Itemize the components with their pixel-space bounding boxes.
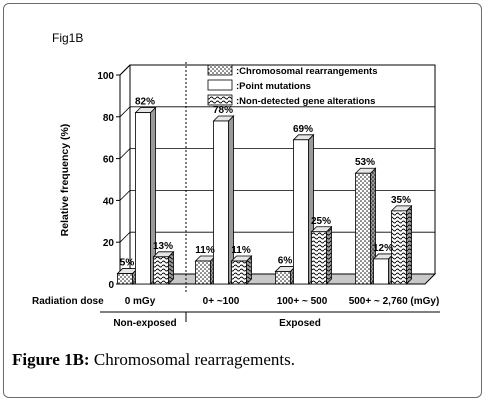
- bar-face: [373, 258, 389, 285]
- x-category-label: 500+ ~ 2,760 (mGy): [349, 296, 440, 307]
- legend-swatch: [207, 79, 233, 91]
- bar: [116, 267, 139, 285]
- x-category-label: 0 mGy: [125, 296, 156, 307]
- y-axis-ticks: 0 20 40 60 80 100: [97, 71, 120, 291]
- bar: [372, 252, 395, 285]
- data-label: 69%: [293, 124, 313, 135]
- legend-label: :Chromosomal rearrangements: [236, 66, 377, 77]
- bar-face: [213, 120, 229, 285]
- bar-face: [117, 273, 133, 285]
- bar-side: [228, 115, 234, 285]
- data-label: 53%: [355, 157, 375, 168]
- bar-chart: Fig1B 0 20 40 60 80 100 5% 82% 13% 11% 78% 11% 6% 69…: [32, 31, 440, 329]
- bar: [230, 255, 253, 285]
- x-axis-categories: 0 mGy 0+ ~100 100+ ~ 500 500+ ~ 2,760 (mGy): [125, 296, 440, 307]
- x-axis-row-label: Radiation dose: [32, 296, 104, 307]
- bar-face: [153, 256, 169, 285]
- legend-swatch: [207, 64, 233, 76]
- bar-face: [135, 112, 151, 285]
- bar-face: [355, 172, 371, 285]
- grid-line-slant: [119, 64, 131, 76]
- bar-face: [311, 231, 327, 285]
- data-label: 13%: [153, 241, 173, 252]
- bar: [310, 225, 333, 285]
- figure-frame: [3, 3, 482, 398]
- bar-face: [391, 210, 407, 285]
- legend: :Chromosomal rearrangements :Point mutati…: [207, 64, 377, 107]
- bars: [116, 106, 413, 285]
- grid-line-slant: [119, 190, 131, 201]
- bar-face: [195, 260, 211, 285]
- grid-line-slant: [119, 231, 131, 243]
- legend-swatch: [207, 94, 233, 106]
- legend-label: :Non-detected gene alterations: [236, 96, 375, 107]
- data-labels: 5% 82% 13% 11% 78% 11% 6% 69% 25% 53% 12% 35%: [120, 97, 411, 269]
- data-label: 6%: [278, 255, 293, 266]
- bar: [134, 106, 157, 285]
- grid-line-slant: [119, 106, 131, 118]
- bar: [274, 265, 297, 285]
- data-label: 82%: [135, 97, 155, 108]
- data-label: 35%: [391, 195, 411, 206]
- bar: [194, 255, 217, 285]
- x-category-label: 0+ ~100: [203, 296, 240, 307]
- figure-caption: Figure 1B: Chromosomal rearragements.: [12, 350, 472, 370]
- bar-face: [293, 139, 309, 285]
- y-tick-label: 80: [103, 113, 115, 124]
- bar: [390, 204, 413, 285]
- bar: [152, 250, 175, 285]
- grid-lines: [119, 64, 435, 243]
- y-tick-label: 0: [108, 280, 114, 291]
- group-label: Non-exposed: [113, 318, 176, 329]
- data-label: 78%: [213, 105, 233, 116]
- figure-label: Fig1B: [52, 31, 83, 45]
- bar-face: [231, 260, 247, 285]
- bar: [354, 167, 377, 285]
- data-label: 11%: [195, 245, 215, 256]
- y-axis-label: Relative frequency (%): [59, 124, 71, 237]
- bar: [212, 115, 235, 285]
- caption-label: Figure 1B:: [12, 350, 90, 369]
- bar-side: [326, 225, 332, 285]
- data-label: 25%: [311, 216, 331, 227]
- bar-side: [406, 204, 412, 285]
- data-label: 12%: [373, 243, 393, 254]
- y-tick-label: 40: [103, 196, 115, 207]
- grid-line-slant: [119, 148, 131, 159]
- legend-label: :Point mutations: [236, 81, 311, 92]
- x-axis-groups: Non-exposed Exposed: [100, 311, 440, 329]
- caption-text: Chromosomal rearragements.: [89, 350, 295, 369]
- data-label: 5%: [120, 258, 135, 269]
- y-tick-label: 100: [97, 71, 114, 82]
- y-tick-label: 60: [103, 155, 115, 166]
- y-tick-label: 20: [103, 238, 115, 249]
- bar-side: [168, 250, 174, 285]
- group-label: Exposed: [279, 318, 321, 329]
- bar-face: [275, 271, 291, 285]
- x-category-label: 100+ ~ 500: [277, 296, 328, 307]
- bar: [292, 133, 315, 285]
- data-label: 11%: [231, 245, 251, 256]
